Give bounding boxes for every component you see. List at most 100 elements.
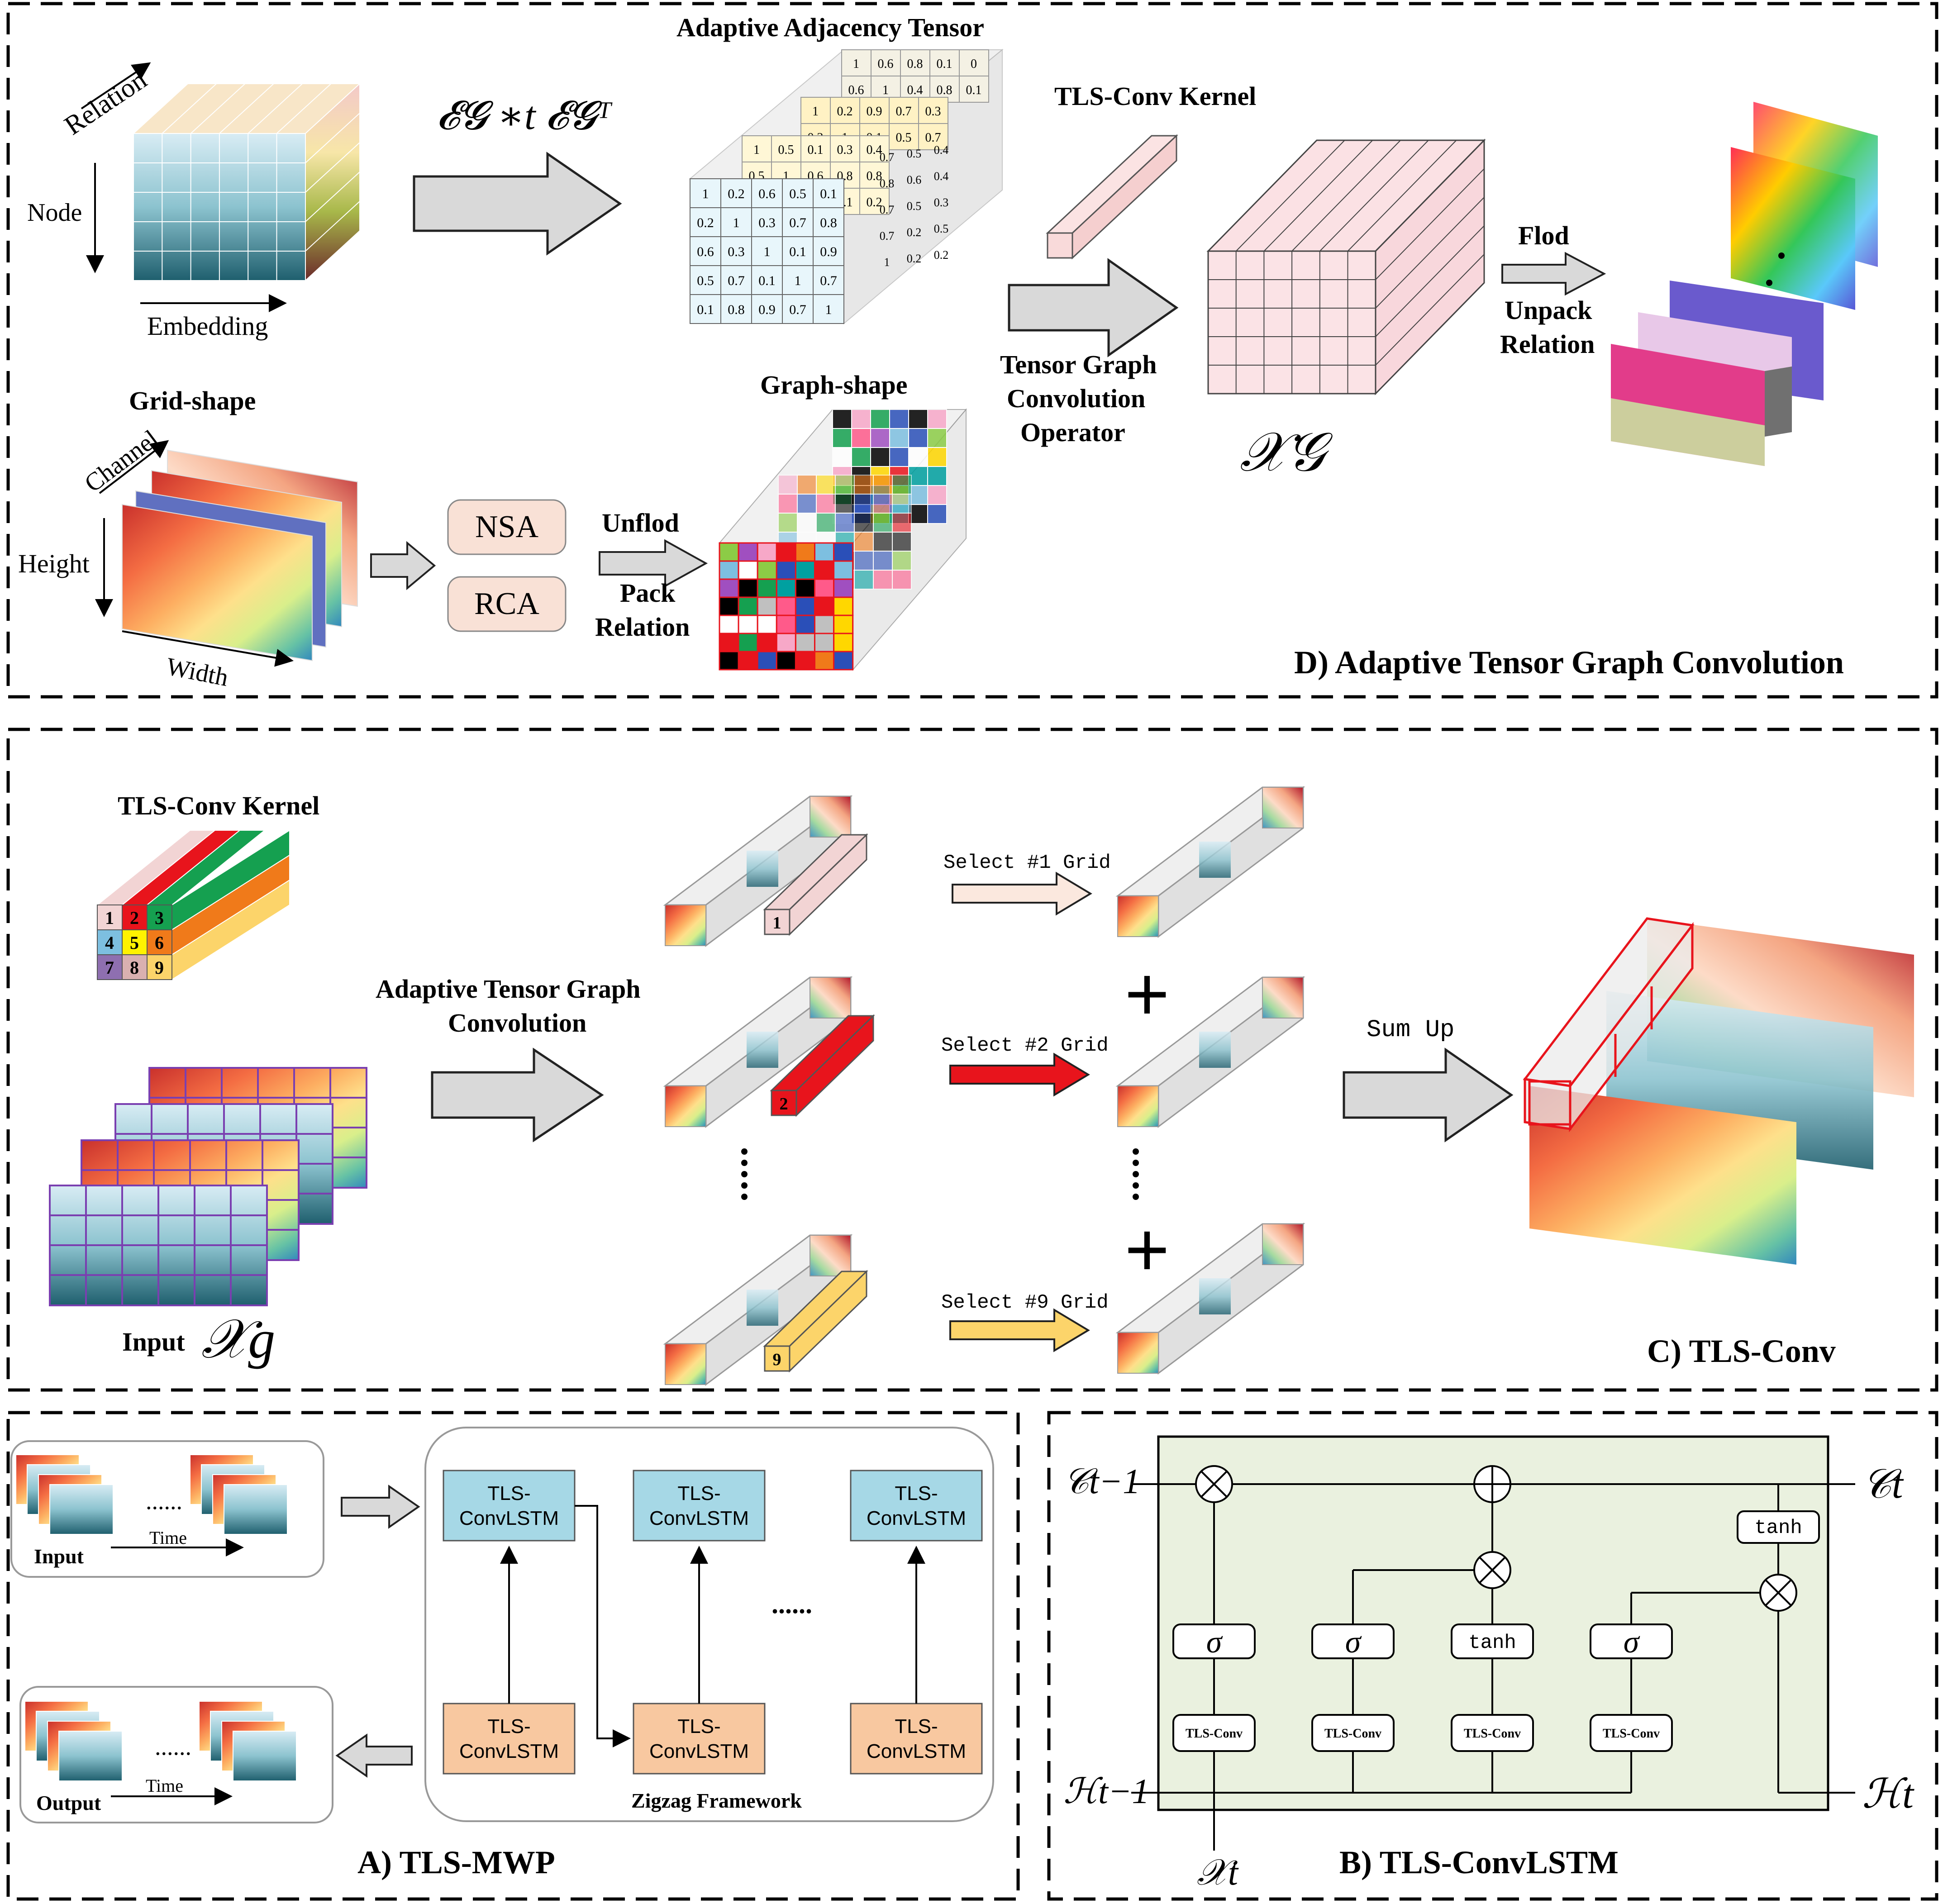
adj-value: 0.4 [867, 143, 882, 157]
cell-label: TLS- [895, 1715, 938, 1737]
adj-cell [813, 265, 844, 295]
kernel-cell [147, 929, 172, 955]
adj-cell [929, 49, 960, 76]
tube-map-mid [747, 1032, 778, 1068]
kernel-cell-label: 1 [105, 908, 114, 928]
multiply-gate-input [1473, 1551, 1511, 1589]
channel-label: Channel [80, 425, 164, 498]
cell-label: ConvLSTM [867, 1740, 966, 1762]
right-vdots [1133, 1148, 1139, 1200]
gs-cell [757, 614, 777, 634]
adj-cell [751, 178, 783, 208]
gs-cell [927, 504, 947, 524]
gs-cell [870, 409, 890, 429]
plus-signs: + + [1124, 951, 1169, 1293]
tube-map-mid [1199, 1032, 1231, 1068]
select-9-label: Select #9 Grid [941, 1291, 1109, 1314]
gs-cell [738, 596, 758, 616]
left-vdots [741, 1148, 748, 1200]
adj-cell [918, 123, 948, 150]
gs-cell [797, 494, 817, 514]
flow-arrow [431, 1047, 604, 1142]
kernel-cell-label: 6 [155, 933, 164, 953]
node-label: Node [27, 199, 82, 227]
adj-value: 0.4 [907, 83, 923, 97]
kernel-cell-label: 3 [155, 908, 164, 928]
adj-value: 0.7 [728, 273, 745, 288]
adj-cell [720, 207, 752, 237]
cube-grid-line [248, 83, 303, 134]
relation-label-3: Relation [595, 612, 690, 642]
adj-value: 0.3 [728, 244, 745, 259]
flow-arrow [1008, 258, 1179, 357]
adj-side-value: 0.4 [934, 170, 949, 183]
gs-cell [757, 633, 777, 652]
gs-cell [835, 494, 855, 514]
grid-stack [122, 449, 358, 662]
kernel-bar-front [764, 1345, 791, 1372]
adj-cell [782, 178, 814, 208]
output-frames [24, 1701, 297, 1781]
kernel-bar-label: 9 [773, 1350, 781, 1369]
panel-c-title: C) TLS-Conv [1647, 1333, 1836, 1369]
kernel-bar-label: 2 [780, 1095, 788, 1114]
gs-cell [814, 560, 835, 580]
width-label: Width [164, 652, 231, 692]
multiply-gate-forget [1195, 1465, 1233, 1503]
gs-cell [851, 447, 871, 467]
sigma-box [1172, 1623, 1256, 1659]
gs-cell [719, 596, 739, 616]
grid-shape-label: Grid-shape [129, 386, 256, 415]
gs-cell [776, 578, 796, 598]
tube-map-back [1262, 787, 1304, 828]
xg-tensor [1206, 138, 1486, 395]
select-9-arrow [949, 1308, 1090, 1352]
kernel-label-c: TLS-Conv Kernel [118, 791, 319, 820]
cube-grid-line [190, 83, 246, 134]
h-prev-label: ℋt−1 [1063, 1771, 1149, 1811]
input-symbol: 𝒳g [201, 1309, 275, 1369]
gs-cell [870, 447, 890, 467]
adj-side-value: 0.7 [880, 229, 895, 243]
c-next-label: 𝒞t [1862, 1462, 1904, 1507]
gs-cell [738, 614, 758, 634]
tube-map-back [810, 977, 851, 1019]
gs-cell [851, 409, 871, 429]
embedding-tensor [132, 82, 361, 282]
gs-cell [719, 614, 739, 634]
output-label-a: Output [36, 1791, 101, 1814]
flow-arrow [370, 541, 436, 590]
panel-d-title: D) Adaptive Tensor Graph Convolution [1294, 644, 1844, 681]
kernel-cell-label: 8 [130, 957, 139, 978]
adj-value: 0.1 [789, 244, 806, 259]
gs-cell [776, 614, 796, 634]
tgc-operator-1: Tensor Graph [1000, 350, 1157, 379]
right-tubes [1115, 786, 1305, 1375]
gs-cell [873, 570, 893, 590]
adj-value: 0.1 [697, 302, 714, 317]
gs-cell [908, 409, 928, 429]
adj-value: 0.2 [867, 195, 882, 209]
cell-label: TLS- [677, 1715, 720, 1737]
gs-cell [816, 513, 836, 533]
adj-value: 0.7 [896, 105, 912, 119]
cell-label: TLS- [677, 1482, 720, 1504]
adj-value: 0.9 [867, 105, 882, 119]
tls-kernel-bar [1046, 134, 1178, 260]
adj-side-value: 0.2 [907, 252, 922, 265]
tube-map-front [665, 904, 706, 946]
gs-cell [833, 560, 854, 580]
adj-side-value: 0.4 [934, 143, 949, 157]
h-next-label: ℋt [1862, 1772, 1914, 1817]
gs-cell [854, 532, 874, 552]
sigma-label: σ [1624, 1625, 1640, 1660]
gs-cell [889, 409, 909, 429]
adj-value: 0.3 [758, 215, 776, 230]
adj-cell [720, 236, 752, 266]
adj-side-value: 0.2 [907, 226, 922, 239]
adj-value: 1 [764, 244, 771, 259]
output-map-stack [1523, 917, 1914, 1265]
x-t-label: 𝒳t [1197, 1853, 1239, 1893]
gs-cell [797, 513, 817, 533]
